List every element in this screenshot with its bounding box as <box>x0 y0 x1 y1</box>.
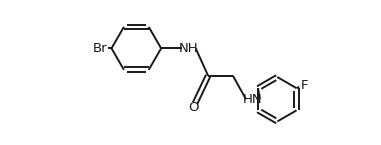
Text: F: F <box>301 79 308 92</box>
Text: Br: Br <box>93 42 107 55</box>
Text: HN: HN <box>243 93 263 106</box>
Text: O: O <box>189 101 199 114</box>
Text: NH: NH <box>179 42 199 55</box>
